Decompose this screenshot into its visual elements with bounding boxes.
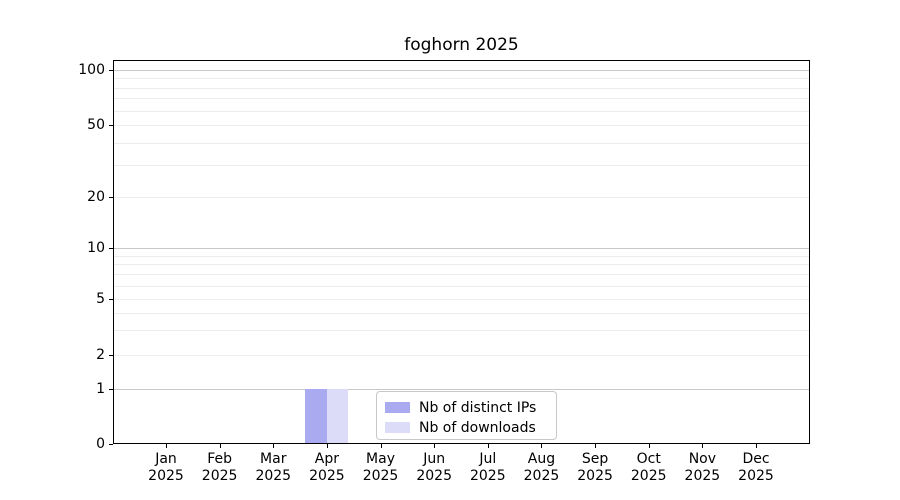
x-tick-mark — [648, 444, 650, 448]
plot-area — [113, 60, 810, 444]
x-tick-mark — [756, 444, 757, 448]
y-tick-label: 1 — [96, 380, 105, 397]
minor-gridline — [114, 264, 809, 266]
x-tick-mark — [166, 444, 167, 448]
minor-gridline — [114, 98, 809, 100]
x-tick-mark — [380, 444, 382, 448]
minor-gridline — [114, 299, 809, 300]
y-tick-label: 0 — [96, 435, 105, 452]
y-tick-label: 50 — [87, 117, 105, 133]
x-tick-label: Aug 2025 — [523, 451, 560, 484]
y-tick-label: 2 — [96, 346, 105, 363]
major-gridline — [114, 248, 809, 249]
x-tick-mark — [434, 444, 436, 448]
x-tick-label: Feb 2025 — [201, 451, 238, 484]
x-tick-mark — [541, 444, 543, 448]
x-tick-label: Mar 2025 — [255, 451, 292, 484]
x-tick-mark — [487, 444, 489, 448]
x-tick-mark — [219, 444, 221, 448]
legend-item-distinct-ips: Nb of distinct IPs — [385, 398, 548, 417]
legend-swatch-downloads — [385, 422, 410, 433]
x-tick-mark — [326, 444, 328, 448]
minor-gridline — [114, 125, 809, 126]
chart-title: foghorn 2025 — [404, 35, 519, 55]
minor-gridline — [114, 285, 809, 287]
bar-nb-of-distinct-ips — [305, 388, 327, 443]
minor-gridline — [114, 78, 809, 80]
x-tick-label: Sep 2025 — [577, 451, 613, 484]
major-gridline — [114, 70, 809, 71]
y-tick-mark — [109, 248, 113, 249]
y-tick-mark — [109, 299, 113, 300]
x-tick-label: Nov 2025 — [684, 451, 721, 484]
x-tick-mark — [595, 444, 597, 448]
y-tick-mark — [109, 443, 113, 445]
x-tick-label: Oct 2025 — [630, 451, 667, 484]
legend-swatch-distinct-ips — [385, 402, 410, 413]
minor-gridline — [114, 274, 809, 276]
x-tick-label: May 2025 — [362, 451, 399, 484]
x-tick-label: Jul 2025 — [469, 451, 506, 484]
major-gridline — [114, 388, 809, 390]
minor-gridline — [114, 354, 809, 356]
x-tick-label: Dec 2025 — [738, 451, 774, 484]
y-tick-mark — [109, 388, 113, 390]
minor-gridline — [114, 110, 809, 112]
minor-gridline — [114, 312, 809, 314]
x-tick-label: Apr 2025 — [309, 451, 345, 484]
legend-label-downloads: Nb of downloads — [419, 419, 536, 436]
bar-nb-of-downloads — [326, 388, 349, 443]
minor-gridline — [114, 165, 809, 167]
minor-gridline — [114, 87, 809, 89]
y-tick-label: 20 — [87, 189, 105, 205]
y-tick-label: 10 — [87, 240, 105, 256]
x-tick-mark — [273, 444, 275, 448]
minor-gridline — [114, 197, 809, 198]
x-tick-label: Jan 2025 — [148, 451, 184, 484]
y-tick-mark — [109, 125, 113, 126]
minor-gridline — [114, 329, 809, 331]
x-tick-mark — [702, 444, 704, 448]
x-tick-label: Jun 2025 — [416, 451, 452, 484]
legend: Nb of distinct IPs Nb of downloads — [376, 391, 557, 440]
legend-item-downloads: Nb of downloads — [385, 418, 548, 437]
y-tick-label: 100 — [78, 62, 105, 78]
y-tick-mark — [109, 197, 113, 198]
minor-gridline — [114, 142, 809, 144]
y-tick-mark — [109, 70, 113, 71]
y-tick-mark — [109, 354, 113, 356]
minor-gridline — [114, 255, 809, 257]
y-tick-label: 5 — [96, 291, 105, 307]
legend-label-distinct-ips: Nb of distinct IPs — [419, 399, 537, 416]
